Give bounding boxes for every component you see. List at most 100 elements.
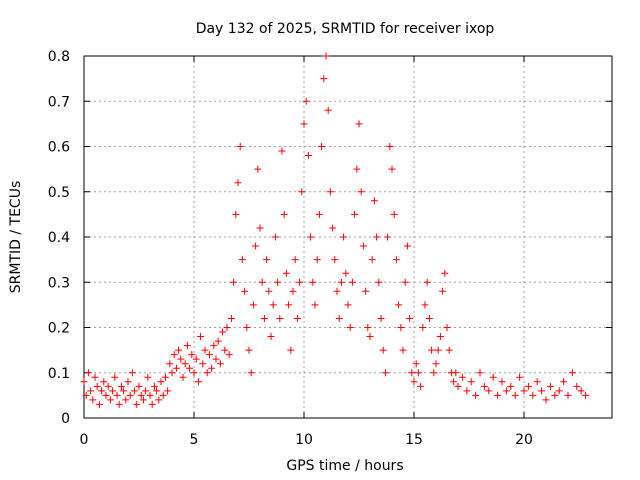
data-point xyxy=(89,396,97,404)
data-point xyxy=(258,278,266,286)
y-tick-label: 0.4 xyxy=(48,230,70,246)
data-point xyxy=(359,242,367,250)
data-point xyxy=(144,373,152,381)
data-point xyxy=(333,287,341,295)
axis-ticks: 0 0.1 0.2 0.3 0.4 0.5 0.6 0.7 0.8 0 5 10 15 20 xyxy=(48,49,612,448)
data-point xyxy=(379,346,387,354)
data-point xyxy=(412,360,420,368)
data-point xyxy=(516,373,524,381)
data-point xyxy=(326,188,334,196)
data-point xyxy=(467,378,475,386)
data-point xyxy=(137,391,145,399)
data-point xyxy=(263,256,271,264)
data-point xyxy=(164,387,172,395)
data-point xyxy=(219,328,227,336)
data-point xyxy=(289,287,297,295)
data-point xyxy=(95,400,103,408)
data-point xyxy=(340,233,348,241)
data-point xyxy=(298,188,306,196)
plot-frame xyxy=(83,55,613,419)
data-point xyxy=(520,387,528,395)
y-tick-label: 0.3 xyxy=(48,275,70,291)
data-point xyxy=(172,364,180,372)
data-point xyxy=(179,373,187,381)
data-point xyxy=(355,120,363,128)
data-point xyxy=(318,143,326,150)
data-point xyxy=(390,210,398,218)
data-point xyxy=(271,233,279,241)
data-point xyxy=(555,387,563,395)
data-point xyxy=(397,324,405,331)
y-tick-label: 0.8 xyxy=(48,49,70,65)
data-point xyxy=(91,373,99,381)
data-point xyxy=(368,256,376,264)
data-point xyxy=(199,360,207,368)
x-tick-label: 20 xyxy=(515,432,533,448)
data-point xyxy=(190,369,198,377)
data-point xyxy=(529,391,537,399)
data-point xyxy=(135,382,143,390)
data-point xyxy=(181,360,189,368)
data-point xyxy=(302,97,310,105)
data-point xyxy=(472,391,480,399)
data-point xyxy=(362,287,370,295)
data-point xyxy=(324,106,332,114)
data-point xyxy=(234,179,242,187)
data-point xyxy=(538,387,546,395)
data-point xyxy=(117,382,125,390)
data-point xyxy=(205,351,213,359)
data-point xyxy=(344,301,352,309)
data-point xyxy=(155,396,163,404)
y-tick-label: 0.2 xyxy=(48,321,70,337)
data-point xyxy=(260,314,268,322)
data-point xyxy=(511,391,519,399)
data-point xyxy=(291,256,299,264)
y-tick-label: 0.5 xyxy=(48,185,70,201)
data-point xyxy=(157,378,165,386)
data-point xyxy=(170,351,178,359)
data-point xyxy=(124,378,132,386)
data-point xyxy=(282,269,290,277)
data-point xyxy=(498,378,506,386)
data-point xyxy=(186,364,194,372)
data-point xyxy=(225,351,233,359)
data-point xyxy=(439,287,447,295)
data-point xyxy=(276,314,284,322)
data-point xyxy=(309,278,317,286)
data-point xyxy=(247,369,255,377)
data-point xyxy=(423,278,431,286)
data-point xyxy=(245,346,253,354)
data-point xyxy=(214,337,222,345)
data-point xyxy=(573,382,581,390)
data-point xyxy=(408,369,416,377)
data-point xyxy=(241,287,249,295)
data-point xyxy=(100,378,108,386)
data-point xyxy=(320,75,328,83)
data-point xyxy=(221,346,229,354)
y-tick-label: 0 xyxy=(61,411,70,427)
data-point xyxy=(489,373,497,381)
data-point xyxy=(80,378,88,386)
data-points xyxy=(80,52,590,408)
data-point xyxy=(568,369,576,377)
data-point xyxy=(560,378,568,386)
data-point xyxy=(148,400,156,408)
data-point xyxy=(351,210,359,218)
data-point xyxy=(313,256,321,264)
data-point xyxy=(450,378,458,386)
data-point xyxy=(401,278,409,286)
data-point xyxy=(443,324,451,331)
data-point xyxy=(403,242,411,250)
data-point xyxy=(388,165,396,173)
data-point xyxy=(533,378,541,386)
data-point xyxy=(194,378,202,386)
data-point xyxy=(208,364,216,372)
data-point xyxy=(342,269,350,277)
data-point xyxy=(177,355,185,363)
grid-lines xyxy=(84,56,612,418)
data-point xyxy=(188,351,196,359)
data-point xyxy=(128,369,136,377)
data-point xyxy=(454,382,462,390)
data-point xyxy=(102,391,110,399)
data-point xyxy=(230,278,238,286)
